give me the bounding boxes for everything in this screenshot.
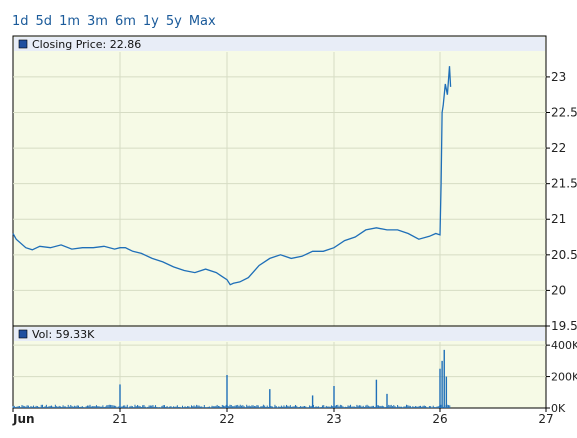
x-axis-ticks: Jun 21 22 23 26 27 xyxy=(12,408,554,426)
volume-y-ticks: 400K 200K 0K xyxy=(551,339,577,415)
price-legend-label: Closing Price: 22.86 xyxy=(32,38,141,51)
x-tick-label: 21 xyxy=(112,412,127,426)
range-tab-1d[interactable]: 1d xyxy=(12,14,29,29)
volume-y-tick-label: 400K xyxy=(551,339,577,352)
price-y-tick-label: 21 xyxy=(551,212,566,226)
price-legend-bar xyxy=(14,37,545,51)
x-tick-label: 23 xyxy=(326,412,341,426)
range-tab-5y[interactable]: 5y xyxy=(165,14,182,29)
x-tick-label: 27 xyxy=(538,412,553,426)
volume-legend-bar xyxy=(14,327,545,341)
range-tabs: 1d 5d 1m 3m 6m 1y 5y Max xyxy=(12,14,216,29)
price-grid xyxy=(13,52,550,327)
x-tick-label: 22 xyxy=(219,412,234,426)
price-y-tick-label: 22.5 xyxy=(551,105,577,119)
range-tab-max[interactable]: Max xyxy=(188,14,216,29)
volume-y-tick-label: 0K xyxy=(551,402,566,415)
price-y-tick-label: 22 xyxy=(551,141,566,155)
price-y-tick-label: 19.5 xyxy=(551,319,577,333)
price-legend-swatch xyxy=(18,39,28,49)
x-tick-label: 26 xyxy=(432,412,447,426)
range-tab-1y[interactable]: 1y xyxy=(142,14,159,29)
range-tab-3m[interactable]: 3m xyxy=(87,14,108,29)
volume-legend-swatch xyxy=(18,329,28,339)
range-tab-5d[interactable]: 5d xyxy=(35,14,53,29)
price-y-ticks: 23 22.5 22 21.5 21 20.5 20 19.5 xyxy=(551,70,577,333)
price-y-tick-label: 20.5 xyxy=(551,248,577,262)
volume-y-tick-label: 200K xyxy=(551,371,577,384)
volume-legend-label: Vol: 59.33K xyxy=(32,328,95,341)
x-tick-label: Jun xyxy=(12,412,35,426)
price-series-line xyxy=(12,66,452,286)
price-plot-area xyxy=(12,35,547,327)
volume-bars xyxy=(12,349,451,408)
range-tab-1m[interactable]: 1m xyxy=(59,14,80,29)
range-tab-6m[interactable]: 6m xyxy=(114,14,136,29)
price-y-tick-label: 21.5 xyxy=(551,177,577,191)
price-y-tick-label: 23 xyxy=(551,70,566,84)
price-y-tick-label: 20 xyxy=(551,283,566,297)
